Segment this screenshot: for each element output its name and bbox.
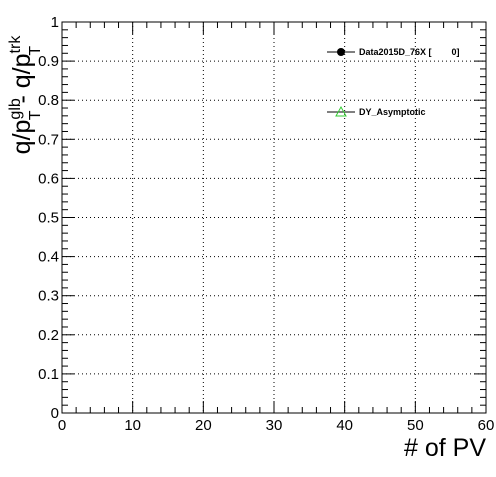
- y-title-left: q/p: [8, 120, 36, 155]
- y-title-left-sup: glb: [7, 98, 24, 119]
- legend-label-dy: DY_Asymptotic: [359, 107, 426, 117]
- y-tick-label: 0.5: [38, 210, 59, 227]
- y-tick-label: 0.3: [38, 288, 59, 305]
- y-axis-title: q/pglb T - q/ptrk T: [7, 35, 44, 155]
- tick-labels: 0 10 20 30 40 50 60 0 0.1 0.2 0.3 0.4 0.5 0.6 0.7 0.8 0.…: [38, 14, 494, 434]
- y-title-minus: -: [8, 88, 36, 110]
- x-tick-label: 60: [478, 417, 495, 434]
- y-tick-label: 1: [51, 14, 59, 31]
- y-tick-label: 0.4: [38, 249, 59, 266]
- legend-marker-dy: [335, 105, 347, 117]
- x-tick-label: 40: [336, 417, 353, 434]
- y-tick-label: 0.8: [38, 92, 59, 109]
- y-tick-label: 0: [51, 405, 59, 422]
- y-title-right: q/p: [8, 53, 36, 88]
- y-title-right-sub: T: [27, 46, 44, 56]
- y-axis-title-text: q/pglb T - q/ptrk T: [7, 35, 44, 155]
- y-tick-label: 0.2: [38, 327, 59, 344]
- y-tick-label: 0.1: [38, 366, 59, 383]
- y-tick-label: 0.9: [38, 53, 59, 70]
- y-tick-label: 0.6: [38, 170, 59, 187]
- legend-label-data: Data2015D_76X [ 0]: [359, 47, 460, 57]
- x-tick-label: 30: [266, 417, 283, 434]
- x-tick-label: 20: [195, 417, 212, 434]
- x-tick-label: 50: [407, 417, 424, 434]
- y-tick-label: 0.7: [38, 131, 59, 148]
- x-tick-label: 0: [58, 417, 66, 434]
- legend: Data2015D_76X [ 0] DY_Asymptotic: [327, 47, 460, 117]
- y-title-right-sup: trk: [7, 35, 24, 54]
- legend-entry-data: Data2015D_76X [ 0]: [327, 47, 460, 57]
- y-title-left-sub: T: [27, 110, 44, 120]
- legend-marker-data: [337, 48, 345, 56]
- axis-ticks: [61, 21, 487, 414]
- x-tick-label: 10: [124, 417, 141, 434]
- x-axis-title: # of PV: [404, 434, 486, 462]
- legend-entry-dy: DY_Asymptotic: [327, 105, 426, 117]
- grid-lines: [62, 22, 486, 413]
